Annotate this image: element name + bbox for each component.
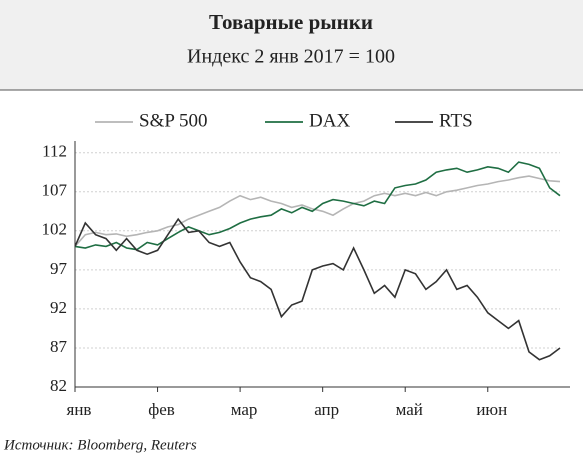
x-tick-label: фев [148, 400, 175, 419]
x-tick-label: мар [231, 400, 258, 419]
chart-title: Товарные рынки [209, 10, 373, 34]
y-tick-label: 92 [50, 298, 67, 317]
y-tick-label: 107 [42, 181, 68, 200]
x-tick-label: апр [314, 400, 339, 419]
x-tick-label: июн [476, 400, 507, 419]
y-tick-label: 97 [50, 259, 68, 278]
chart-subtitle: Индекс 2 янв 2017 = 100 [187, 46, 395, 68]
source: Источник: Bloomberg, Reuters [3, 437, 197, 453]
y-tick-label: 102 [42, 220, 68, 239]
series-line [74, 161, 561, 251]
series-line [74, 217, 561, 361]
header-band [0, 0, 583, 90]
x-tick-label: май [396, 400, 423, 419]
y-tick-label: 87 [50, 337, 68, 356]
y-tick-label: 82 [50, 376, 67, 395]
legend-label: DAX [309, 110, 350, 131]
series-line [74, 175, 561, 247]
legend-label: S&P 500 [139, 110, 207, 131]
legend-label: RTS [439, 110, 473, 131]
y-tick-label: 112 [42, 142, 67, 161]
x-tick-label: янв [67, 400, 92, 419]
